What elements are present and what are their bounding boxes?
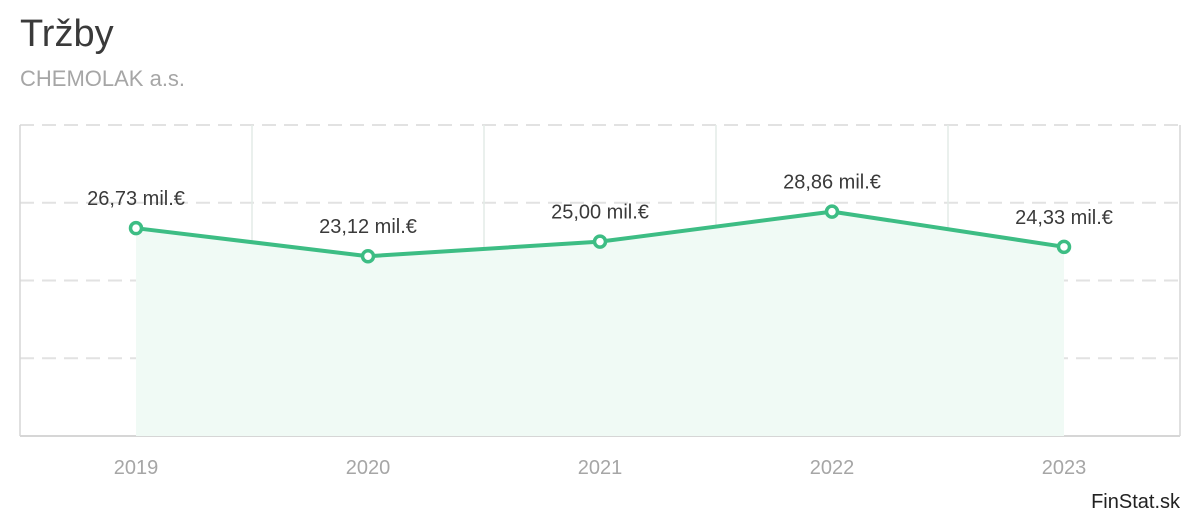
data-label: 23,12 mil.€ [319, 216, 417, 238]
x-tick-label: 2022 [810, 457, 855, 479]
data-label: 25,00 mil.€ [551, 202, 649, 224]
x-tick-label: 2021 [578, 457, 623, 479]
data-point [128, 220, 144, 236]
chart-subtitle: CHEMOLAK a.s. [20, 66, 186, 91]
data-point [592, 234, 608, 249]
data-label: 26,73 mil.€ [87, 188, 185, 210]
x-tick-label: 2023 [1042, 457, 1087, 479]
x-tick-label: 2020 [346, 457, 391, 479]
x-tick-label: 2019 [114, 457, 159, 479]
chart-title: Tržby [20, 13, 114, 55]
data-label: 24,33 mil.€ [1015, 207, 1113, 229]
series-area [136, 211, 1064, 436]
data-point [824, 204, 840, 219]
data-label: 28,86 mil.€ [783, 172, 881, 194]
data-point [360, 248, 376, 264]
finstat-brand-link[interactable]: FinStat.sk [1091, 491, 1180, 513]
data-point [1056, 239, 1072, 255]
